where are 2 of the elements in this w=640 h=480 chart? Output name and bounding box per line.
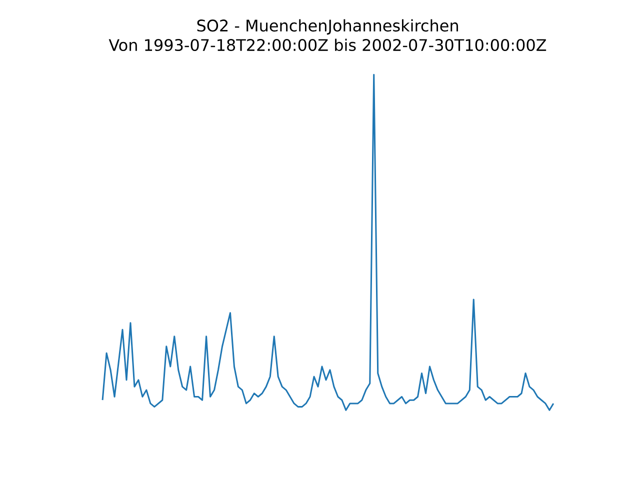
chart-title: SO2 - MuenchenJohanneskirchen xyxy=(197,19,458,35)
chart-subtitle: Von 1993-07-18T22:00:00Z bis 2002-07-30T10:00:00Z xyxy=(108,38,546,52)
